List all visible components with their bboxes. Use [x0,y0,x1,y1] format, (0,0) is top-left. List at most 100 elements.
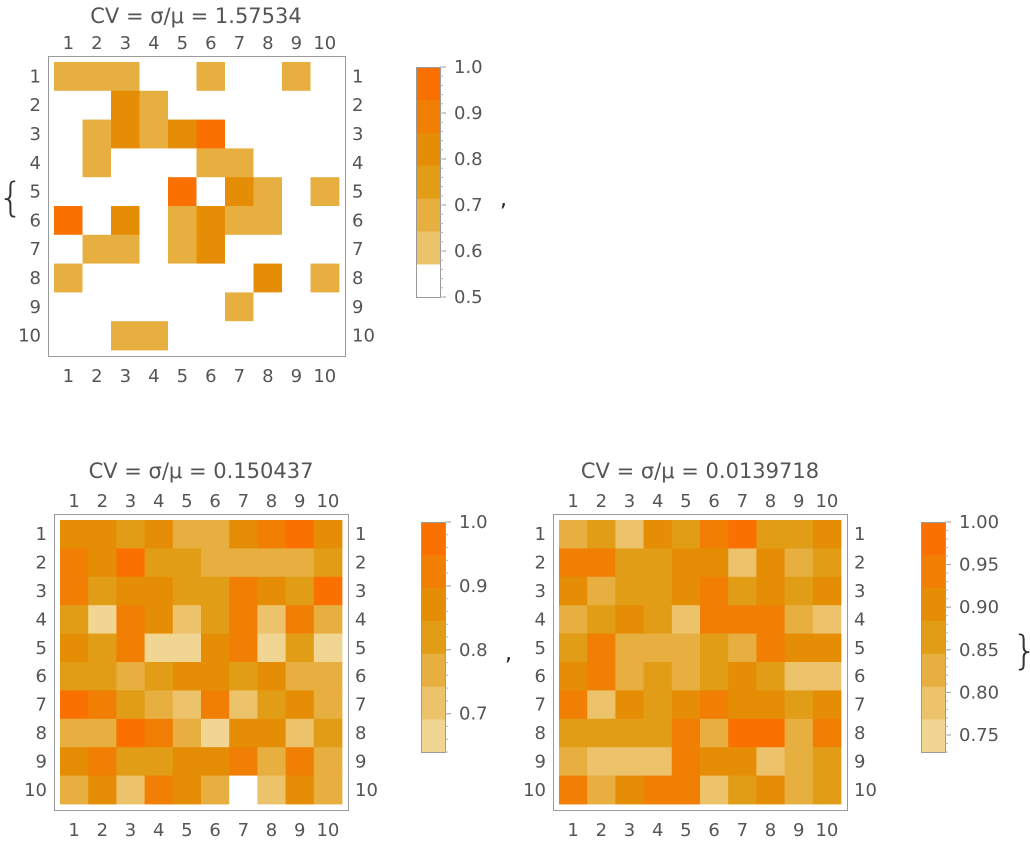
row-tick-label-left: 1 [30,66,41,87]
heatmap-cell [282,90,311,120]
heatmap-cell [229,662,258,691]
heatmap-cell [139,177,169,207]
heatmap-cell [728,576,757,606]
heatmap-cell [310,177,340,207]
heatmap-cell [225,62,254,92]
heatmap-cell [643,605,673,634]
heatmap-cell [54,234,83,264]
heatmap-cell [671,576,701,606]
heatmap-cell [196,119,226,149]
heatmap-cell [615,775,644,805]
col-tick-label-bottom: 10 [316,820,339,841]
heatmap-cell [196,321,226,351]
heatmap-cell [253,321,283,351]
heatmap-cell [144,548,174,578]
colorbar-frame [921,522,946,753]
heatmap-cell [313,690,343,720]
heatmap-cell [116,520,145,549]
heatmap-cell [54,90,83,120]
heatmap-cell [144,718,174,748]
row-tick-label-right: 6 [352,210,363,231]
col-tick-label-top: 10 [815,491,838,512]
colorbar-tick-label: 0.5 [454,287,483,308]
heatmap-cell [285,633,315,663]
heatmap-cell [139,206,169,236]
heatmap-cell [116,718,145,748]
heatmap-cell [168,292,197,322]
heatmap-cell [587,576,616,606]
heatmap-cell [139,148,169,178]
heatmap-cell [201,520,230,549]
heatmap-cell [728,747,757,776]
row-tick-label-left: 4 [30,153,41,174]
col-tick-label-top: 7 [737,491,748,512]
colorbar-tick-label: 0.85 [959,640,999,661]
heatmap-cell [225,263,254,293]
heatmap-cell [257,690,286,720]
heatmap-cell [313,662,343,691]
heatmap-cell [313,775,343,805]
heatmap-cell [172,576,202,606]
col-tick-label-top: 4 [153,491,164,512]
row-tick-label-left: 10 [24,780,47,801]
heatmap-cell [812,775,842,805]
heatmap-cell [559,775,588,805]
colorbar-tick-label: 0.95 [959,555,999,576]
heatmap-cell [615,718,644,748]
col-tick-label-bottom: 5 [177,366,188,387]
heatmap-cell [82,234,112,264]
heatmap-cell [54,321,83,351]
col-tick-label-bottom: 6 [209,820,220,841]
colorbar-segment [421,587,445,621]
heatmap-cell [225,148,254,178]
heatmap-cell [756,718,785,748]
col-tick-label-top: 8 [765,491,776,512]
heatmap-cell [559,633,588,663]
heatmap-cell [116,633,145,663]
heatmap-cell [257,662,286,691]
heatmap-cell [168,62,197,92]
heatmap-cell [784,548,814,578]
heatmap-cell [812,520,842,549]
heatmap-cell [225,177,254,207]
heatmap-cell [172,747,202,776]
heatmap-cell [172,718,202,748]
row-tick-label-right: 4 [355,609,366,630]
col-tick-label-top: 2 [97,491,108,512]
col-tick-label-bottom: 7 [737,820,748,841]
col-tick-label-top: 4 [148,33,159,54]
heatmap-cell [756,548,785,578]
row-tick-label-right: 5 [854,638,865,659]
heatmap-cell [172,548,202,578]
heatmap-cell [671,520,701,549]
col-tick-label-top: 10 [313,33,336,54]
row-tick-label-right: 3 [355,581,366,602]
heatmap-cell [60,718,89,748]
heatmap-cell [310,148,340,178]
heatmap-cell [313,520,343,549]
row-tick-label-right: 8 [352,268,363,289]
row-tick-label-right: 2 [355,553,366,574]
colorbar-segment [416,231,440,265]
heatmap-cell [229,747,258,776]
heatmap-cell [756,662,785,691]
row-tick-label-right: 10 [355,780,378,801]
heatmap-cell [643,662,673,691]
heatmap-cell [728,690,757,720]
heatmap-cell [756,520,785,549]
row-tick-label-left: 10 [18,326,41,347]
heatmap-cell [144,633,174,663]
colorbar-tick-label: 0.7 [459,704,488,725]
heatmap-cell [643,775,673,805]
col-tick-label-bottom: 3 [120,366,131,387]
heatmap-cell [116,747,145,776]
list-comma-2: , [505,641,512,666]
colorbar-segment [421,554,445,589]
heatmap-cell [257,775,286,805]
col-tick-label-bottom: 4 [652,820,663,841]
heatmap-cell [313,747,343,776]
heatmap-cell [615,690,644,720]
heatmap-cell [225,206,254,236]
heatmap-cell [282,177,311,207]
colorbar-segment [416,165,440,199]
